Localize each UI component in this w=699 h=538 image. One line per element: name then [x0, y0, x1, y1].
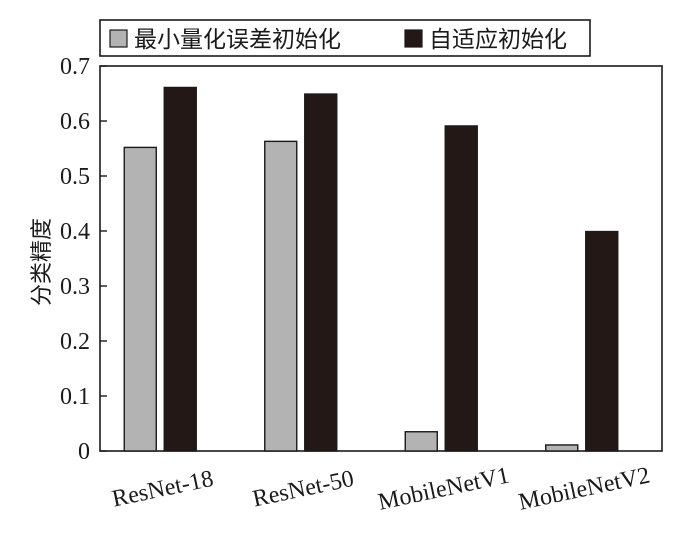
x-axis: ResNet-18 ResNet-50 MobileNetV1 MobileNetV2 [110, 463, 652, 516]
x-tick-label: MobileNetV1 [376, 463, 512, 516]
x-tick-label: ResNet-18 [110, 466, 216, 513]
legend-label-adaptive: 自适应初始化 [429, 27, 567, 53]
legend-label-min-error: 最小量化误差初始化 [134, 27, 341, 53]
y-tick-label: 0.4 [60, 219, 90, 245]
y-tick-label: 0.2 [60, 329, 90, 355]
legend: 最小量化误差初始化 自适应初始化 [99, 19, 591, 57]
y-tick-label: 0.7 [60, 54, 90, 80]
bar-mobilenetv2-series-1 [545, 444, 579, 452]
y-axis-label: 分类精度 [30, 218, 55, 306]
y-axis: 0 0.1 0.2 0.3 0.4 0.5 0.6 0.7 [60, 54, 107, 465]
plot-frame [99, 65, 663, 452]
y-tick-label: 0 [78, 439, 90, 465]
legend-swatch-min-error [109, 29, 128, 48]
legend-box [99, 19, 591, 57]
bar-resnet-18-series-1 [123, 146, 157, 452]
y-tick-label: 0.3 [60, 274, 90, 300]
legend-swatch-adaptive [404, 29, 423, 48]
bars [123, 86, 619, 452]
y-tick-label: 0.1 [60, 384, 90, 410]
y-tick-label: 0.5 [60, 164, 90, 190]
bar-resnet-50-series-2 [304, 93, 338, 452]
bar-resnet-18-series-2 [163, 86, 197, 452]
bar-resnet-50-series-1 [264, 140, 298, 452]
x-tick-label: ResNet-50 [250, 466, 356, 513]
bar-mobilenetv2-series-2 [585, 230, 619, 452]
bar-mobilenetv1-series-1 [404, 431, 438, 452]
x-tick-label: MobileNetV2 [516, 463, 652, 516]
bar-mobilenetv1-series-2 [444, 125, 478, 452]
y-tick-label: 0.6 [60, 109, 90, 135]
